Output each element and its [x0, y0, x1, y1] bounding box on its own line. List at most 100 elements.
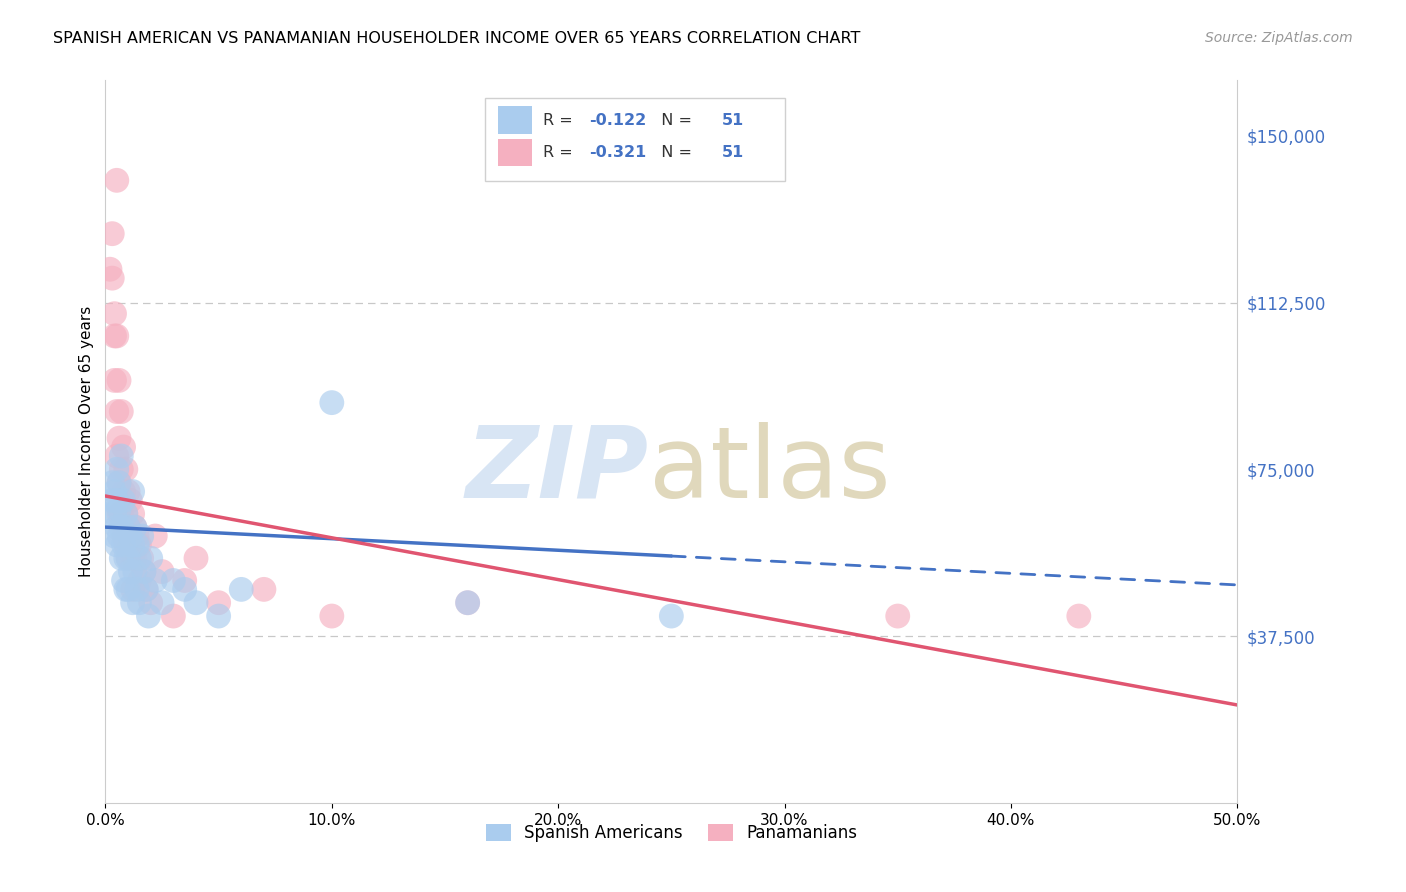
Text: atlas: atlas [648, 422, 890, 519]
Point [98, 507, 121, 521]
Point [110, 404, 132, 418]
Point [128, 551, 150, 566]
Point [110, 449, 132, 463]
Point [108, 475, 131, 490]
Point [120, 529, 142, 543]
Point [114, 462, 136, 476]
Point [208, 596, 231, 610]
Point [135, 582, 157, 597]
Point [110, 507, 132, 521]
Point [108, 373, 131, 387]
Point [114, 582, 136, 597]
Point [105, 173, 128, 187]
Point [887, 609, 910, 624]
Point [120, 493, 142, 508]
Point [103, 329, 125, 343]
Point [253, 582, 276, 597]
Text: R =: R = [544, 112, 578, 128]
Point [124, 520, 146, 534]
Point [114, 507, 136, 521]
Point [105, 404, 128, 418]
Point [101, 475, 124, 490]
Point [132, 565, 155, 579]
FancyBboxPatch shape [498, 106, 531, 134]
Point [138, 609, 160, 624]
Point [124, 565, 146, 579]
Point [132, 565, 155, 579]
Point [114, 538, 136, 552]
Point [101, 493, 124, 508]
Point [173, 582, 195, 597]
Point [321, 395, 343, 409]
Point [112, 529, 135, 543]
Point [121, 538, 143, 552]
Point [128, 596, 150, 610]
Point [112, 574, 135, 588]
Point [108, 431, 131, 445]
Point [231, 582, 253, 597]
Point [103, 529, 125, 543]
Point [661, 609, 683, 624]
Point [117, 551, 139, 566]
Point [98, 262, 121, 277]
Point [105, 462, 128, 476]
FancyBboxPatch shape [498, 139, 531, 166]
Point [117, 582, 139, 597]
Point [108, 475, 131, 490]
Point [127, 538, 149, 552]
Point [117, 520, 139, 534]
Point [117, 484, 139, 499]
Point [208, 609, 231, 624]
Y-axis label: Householder Income Over 65 years: Householder Income Over 65 years [79, 306, 94, 577]
Point [121, 596, 143, 610]
Point [114, 551, 136, 566]
Point [112, 440, 135, 454]
Point [127, 529, 149, 543]
Point [105, 520, 128, 534]
Point [117, 520, 139, 534]
Point [121, 582, 143, 597]
Text: 51: 51 [723, 145, 745, 160]
Point [124, 520, 146, 534]
Text: R =: R = [544, 145, 578, 160]
Point [103, 307, 125, 321]
Point [110, 462, 132, 476]
Point [103, 373, 125, 387]
Point [124, 551, 146, 566]
Point [139, 551, 162, 566]
Point [457, 596, 479, 610]
FancyBboxPatch shape [485, 98, 785, 181]
Point [103, 484, 125, 499]
Point [105, 538, 128, 552]
Point [108, 529, 131, 543]
Point [128, 574, 150, 588]
Point [150, 596, 173, 610]
Text: -0.321: -0.321 [589, 145, 645, 160]
Point [135, 582, 157, 597]
Point [114, 507, 136, 521]
Point [139, 596, 162, 610]
Text: SPANISH AMERICAN VS PANAMANIAN HOUSEHOLDER INCOME OVER 65 YEARS CORRELATION CHAR: SPANISH AMERICAN VS PANAMANIAN HOUSEHOLD… [53, 31, 860, 46]
Point [110, 520, 132, 534]
Point [121, 484, 143, 499]
Point [127, 582, 149, 597]
Text: ZIP: ZIP [465, 422, 648, 519]
Point [143, 574, 166, 588]
Point [120, 565, 142, 579]
Point [184, 596, 207, 610]
Point [110, 551, 132, 566]
Point [143, 529, 166, 543]
Point [105, 449, 128, 463]
Point [117, 551, 139, 566]
Point [105, 329, 128, 343]
Point [101, 271, 124, 285]
Text: 51: 51 [723, 112, 745, 128]
Text: Source: ZipAtlas.com: Source: ZipAtlas.com [1205, 31, 1353, 45]
Point [101, 227, 124, 241]
Point [184, 551, 207, 566]
Point [120, 538, 142, 552]
Point [173, 574, 195, 588]
Point [112, 484, 135, 499]
Point [108, 507, 131, 521]
Text: N =: N = [651, 145, 697, 160]
